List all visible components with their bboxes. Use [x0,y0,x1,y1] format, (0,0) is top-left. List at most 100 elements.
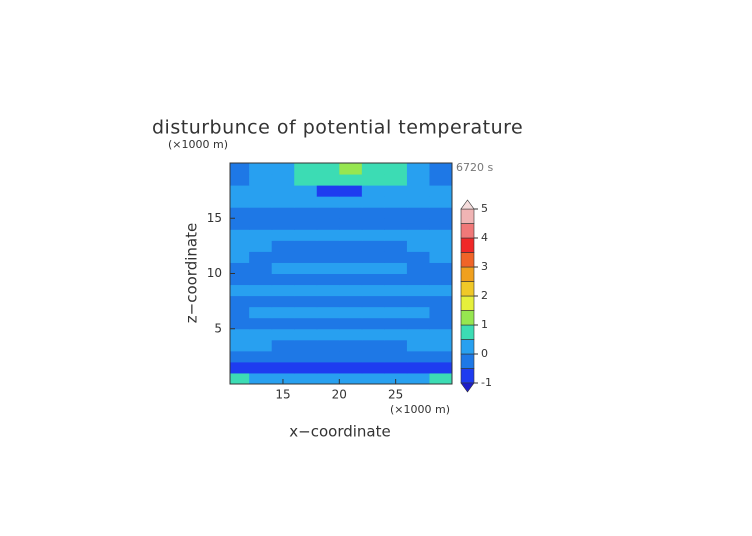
contour-cell [361,262,385,274]
contour-cell [406,251,430,263]
contour-cell [429,361,452,374]
y-tick-label: 15 [207,211,222,225]
contour-cell [339,295,363,308]
colorbar-box [460,324,475,340]
contour-cell [294,361,318,374]
contour-cell [384,163,408,175]
colorbar-box [460,223,475,239]
contour-cell [249,229,273,241]
colorbar-over [460,199,475,210]
contour-cell [429,185,452,197]
contour-cell [406,207,430,219]
contour-cell [406,306,430,319]
contour-cell [339,207,363,219]
contour-cell [429,196,452,208]
contour-cell [361,229,385,241]
contour-cell [339,185,363,197]
contour-cell [294,174,318,186]
contour-cell [230,273,250,286]
contour-cell [339,306,363,319]
contour-cell [384,262,408,274]
contour-cell [230,339,250,352]
contour-cell [361,350,385,363]
contour-cell [316,317,340,330]
x-axis-label: x−coordinate [289,423,390,441]
contour-cell [316,339,340,352]
contour-cell [361,284,385,297]
colorbar-box [460,368,475,384]
contour-cell [294,251,318,263]
contour-cell [316,262,340,274]
colorbar-box [460,208,475,224]
contour-cell [384,196,408,208]
contour-cell [316,273,340,286]
contour-cell [249,372,273,384]
contour-cell [294,196,318,208]
contour-cell [406,262,430,274]
contour-cell [429,339,452,352]
contour-cell [429,251,452,263]
contour-cell [361,218,385,230]
contour-cell [406,350,430,363]
contour-cell [249,339,273,352]
contour-cell [361,317,385,330]
contour-cell [384,251,408,263]
contour-cell [339,196,363,208]
colorbar-box [460,353,475,369]
contour-cell [271,229,295,241]
contour-cell [384,306,408,319]
contour-cell [361,339,385,352]
contour-cell [230,295,250,308]
contour-cell [406,273,430,286]
colorbar-tick-label: 3 [481,260,488,273]
contour-cell [384,207,408,219]
contour-cell [271,317,295,330]
contour-cell [294,163,318,175]
contour-cell [249,207,273,219]
contour-cell [361,306,385,319]
time-label: 6720 s [456,161,493,174]
contour-cell [230,328,250,341]
contour-cell [294,185,318,197]
contour-cell [429,372,452,384]
contour-cell [294,306,318,319]
contour-cell [339,317,363,330]
contour-cell [249,328,273,341]
contour-cell [384,185,408,197]
contour-cell [361,207,385,219]
contour-cell [384,372,408,384]
colorbar-tick-label: 4 [481,231,488,244]
contour-cell [339,339,363,352]
contour-cell [316,251,340,263]
contour-cell [429,317,452,330]
contour-cell [339,361,363,374]
contour-cell [249,273,273,286]
contour-cell [339,240,363,252]
contour-cell [429,240,452,252]
contour-cell [249,251,273,263]
contour-cell [406,240,430,252]
contour-cell [316,372,340,384]
colorbar-tick-label: 1 [481,318,488,331]
contour-cell [429,218,452,230]
contour-cell [361,295,385,308]
contour-cell [294,207,318,219]
contour-cell [316,284,340,297]
contour-cell [316,207,340,219]
contour-cell [406,229,430,241]
contour-cell [384,317,408,330]
colorbar-box [460,310,475,326]
contour-cell [271,372,295,384]
contour-cell [249,361,273,374]
contour-cell [406,174,430,186]
contour-cell [294,262,318,274]
contour-cell [429,229,452,241]
contour-cell [316,163,340,175]
contour-cell [429,174,452,186]
contour-cell [384,229,408,241]
contour-cell [294,372,318,384]
colorbar-box [460,339,475,355]
contour-cell [271,350,295,363]
contour-cell [230,163,250,175]
